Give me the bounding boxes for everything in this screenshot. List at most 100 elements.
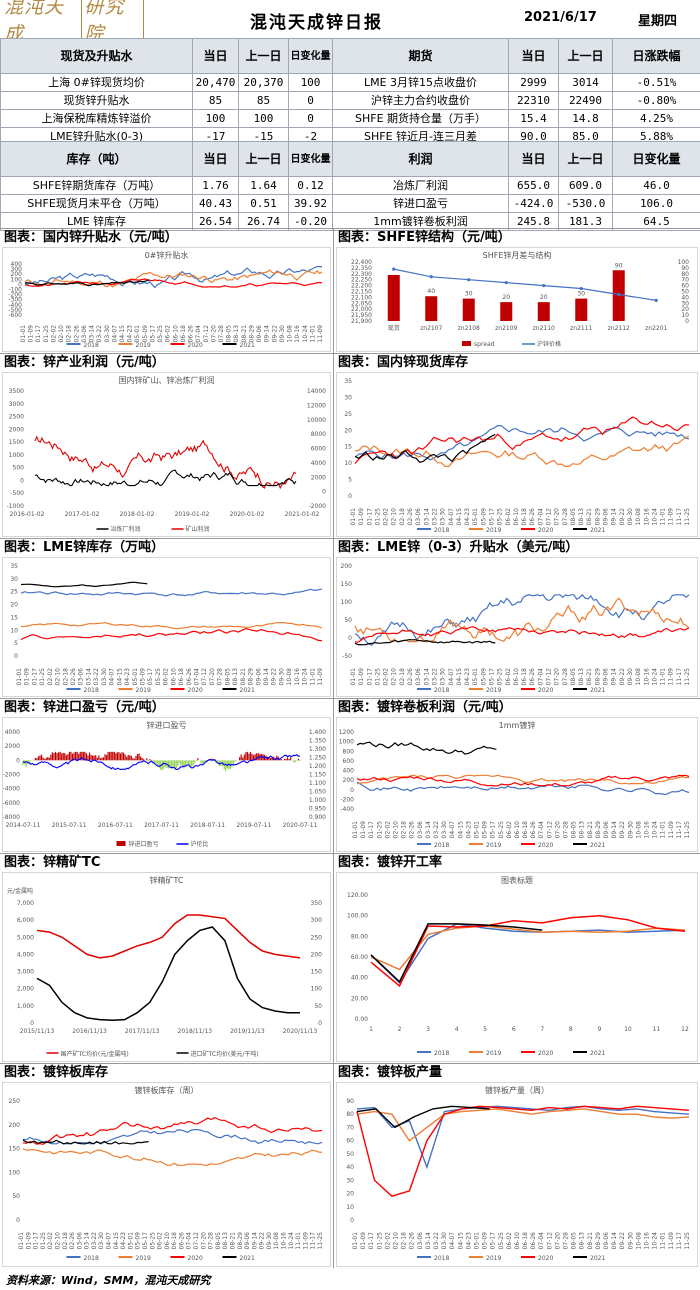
table-cell: 100 [288,73,333,92]
chart-title: SHFE锌月差与结构 [483,250,552,260]
y-tick-label: -400 [340,806,354,813]
table-cell: 0.51 [238,194,289,213]
x-tick-label: 06-26 [188,325,195,343]
y-tick-label: 20 [344,427,352,434]
col-header: 当日 [508,141,559,177]
x-tick-label: 04-15 [456,508,463,526]
x-tick-label: 11-01 [660,821,667,839]
table-cell: 20,370 [238,73,289,92]
x-tick-label: 11-01 [660,668,667,686]
y-tick-label: 0.00 [355,1016,369,1023]
x-tick-label: zn2112 [608,325,630,332]
table-row: 现货锌升贴水 85 85 0 沪锌主力合约收盘价 22310 22490 -0.80% [0,91,700,110]
y-tick-label: 22,100 [351,294,372,301]
x-tick-label: 11-25 [684,668,691,686]
x-tick-label: zn2107 [420,325,442,332]
x-tick-label: 4 [455,1026,459,1033]
table-cell: 0 [288,91,333,110]
y-tick-label: 3000 [9,401,24,408]
y-tick-label: 80 [346,1111,354,1118]
x-tick-label: zn2201 [645,325,667,332]
x-tick-label: 11-09 [302,1232,309,1250]
x-tick-label: 08-05 [571,821,578,839]
series-line-2019 [356,774,690,785]
chart-panel-9: 图表标题 120.00 100.00 80.00 60.00 40.00 20.00 0.00… [336,872,698,1062]
x-tick-label: 06-02 [163,668,170,686]
legend-label: 沪锌价格 [537,340,561,348]
x-tick-label: 04-07 [109,668,116,686]
x-tick-label: 08-21 [587,1232,594,1250]
x-tick-label: 02-18 [66,325,73,343]
x-tick-label: 11-09 [317,668,324,686]
x-tick-label: 07-20 [200,1232,207,1250]
x-tick-label: 现货 [388,324,400,332]
table-cell: 15.4 [508,109,559,128]
y-tick-label: 0 [350,1217,354,1224]
y-tick-label: 3500 [9,388,24,395]
x-tick-label: 01-17 [368,1232,375,1250]
x-tick-label: 01-25 [43,325,50,343]
x-tick-label: 07-12 [546,508,553,526]
x-tick-label: 07-28 [563,1232,570,1250]
legend-label: 2020 [188,342,203,349]
series-line-2019 [22,1147,323,1166]
x-tick-label: 09-30 [627,668,634,686]
y-tick-label: 10 [681,312,689,319]
legend-label: 2021 [590,842,605,849]
x-tick-label: 09-06 [603,668,610,686]
x-tick-label: 01-17 [31,668,38,686]
legend-label: 2018 [434,527,449,534]
x-tick-label: zn2109 [495,325,517,332]
y-tick-label: 350 [311,900,323,907]
y-tick-label: 1500 [9,439,24,446]
y-tick-label: -6000 [3,800,20,807]
x-tick-label: 11-01 [309,325,316,343]
x-tick-label: 08-05 [570,668,577,686]
y-tick-label: 1.050 [309,789,326,796]
y-tick-label: 20.00 [351,995,368,1002]
smelter-profit-line [34,469,297,487]
section-title: 图表：LME锌库存（万吨） [4,540,165,555]
x-tick-label: 04-07 [449,821,456,839]
series-line-2020 [354,416,690,464]
y-tick-label: 50 [12,1193,20,1200]
x-tick-label: 07-04 [537,508,544,526]
y-tick-label: 60 [346,1138,354,1145]
ratio-line [22,754,301,770]
chart-panel-6: 锌进口盈亏 4000 2000 0 -2000 -4000 -6000 -8000 1.400 1… [2,717,331,852]
y-tick-label: 6,000 [17,917,34,924]
x-tick-label: 04-07 [111,325,118,343]
x-tick-label: 08-21 [240,668,247,686]
y-tick-label: 30 [681,300,689,307]
x-tick-label: 2019-07-11 [236,822,271,829]
x-tick-label: 11-17 [676,821,683,839]
y-tick-label: 0 [16,1217,20,1224]
x-tick-label: 04-07 [448,668,455,686]
x-tick-label: 05-25 [498,821,505,839]
chart-0: 0#锌升贴水 4003002001000-100-200-300-400-500-… [8,250,324,349]
table-row: LME 锌库存 26.54 26.74 -0.20 1mm镀锌卷板利润 245.8 181.… [0,212,700,231]
chart-panel-4: 35 30 25 20 15 10 5 0 01-01 01-09 01-17 01-25 02-02 0… [2,557,331,697]
x-tick-label: 2016-01-02 [10,511,45,518]
series-line-2019 [20,621,323,630]
y-tick-label: 0 [322,489,326,496]
x-tick-label: 05-09 [142,325,149,343]
price-line [393,268,657,301]
table-cell: 沪锌主力合约收盘价 [332,91,509,110]
y-tick-label: 22,300 [351,271,372,278]
y-tick-label: -300 [8,297,22,304]
y-tick-label: 1.250 [309,755,326,762]
chart-5: 200 150 100 50 0 -50 01-01 01-09 01-17 01-25 02-02… [341,563,691,694]
y-tick-label: 500 [13,465,25,472]
x-tick-label: 01-01 [20,325,27,343]
x-tick-label: 2018-07-11 [190,822,225,829]
x-tick-label: 09-06 [244,1232,251,1250]
col-header: 上一日 [558,141,613,177]
x-tick-label: 01-25 [376,821,383,839]
x-tick-label: 09-30 [627,508,634,526]
x-tick-label: 04-23 [127,325,134,343]
x-tick-label: 08-13 [578,508,585,526]
x-tick-label: 2014-07-11 [6,822,41,829]
series-line-2021 [24,279,150,287]
x-tick-label: 01-01 [350,668,357,686]
